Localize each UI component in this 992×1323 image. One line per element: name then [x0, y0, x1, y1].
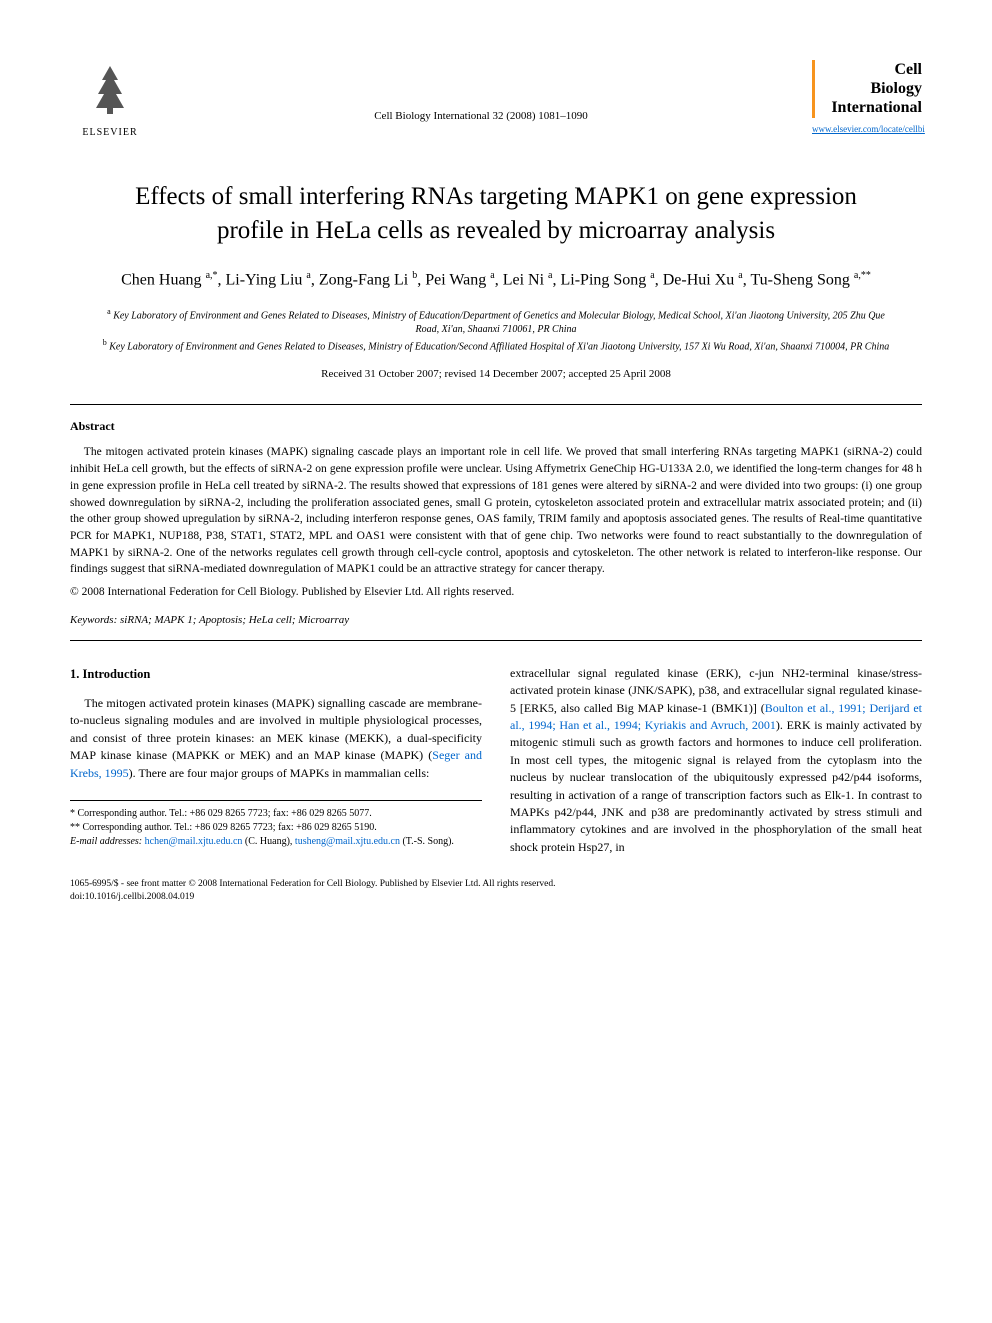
rule-bottom	[70, 640, 922, 641]
affiliation-a: a Key Laboratory of Environment and Gene…	[100, 306, 892, 337]
rule-top	[70, 404, 922, 405]
journal-logo-line: International	[821, 98, 922, 117]
keywords-text: siRNA; MAPK 1; Apoptosis; HeLa cell; Mic…	[120, 614, 349, 626]
abstract-heading: Abstract	[70, 419, 922, 434]
email-addresses: E-mail addresses: hchen@mail.xjtu.edu.cn…	[70, 835, 482, 849]
article-dates: Received 31 October 2007; revised 14 Dec…	[70, 368, 922, 380]
footnotes: * Corresponding author. Tel.: +86 029 82…	[70, 800, 482, 849]
journal-url-link[interactable]: www.elsevier.com/locate/cellbi	[812, 124, 922, 134]
body-columns: 1. Introduction The mitogen activated pr…	[70, 665, 922, 856]
column-right: extracellular signal regulated kinase (E…	[510, 665, 922, 856]
corresponding-author-1: * Corresponding author. Tel.: +86 029 82…	[70, 807, 482, 821]
page-header: ELSEVIER Cell Biology International 32 (…	[70, 60, 922, 150]
email-link-1[interactable]: hchen@mail.xjtu.edu.cn	[145, 836, 243, 847]
publisher-logo: ELSEVIER	[70, 60, 150, 150]
affiliation-b: b Key Laboratory of Environment and Gene…	[100, 337, 892, 354]
footer-copyright: 1065-6995/$ - see front matter © 2008 In…	[70, 878, 922, 891]
publisher-tree-icon	[82, 60, 138, 123]
page-footer: 1065-6995/$ - see front matter © 2008 In…	[70, 878, 922, 905]
corresponding-author-2: ** Corresponding author. Tel.: +86 029 8…	[70, 821, 482, 835]
journal-logo-line: Biology	[821, 79, 922, 98]
footer-doi: doi:10.1016/j.cellbi.2008.04.019	[70, 891, 922, 904]
keywords: Keywords: siRNA; MAPK 1; Apoptosis; HeLa…	[70, 614, 922, 626]
section-heading-intro: 1. Introduction	[70, 665, 482, 683]
column-left: 1. Introduction The mitogen activated pr…	[70, 665, 482, 856]
abstract-copyright: © 2008 International Federation for Cell…	[70, 586, 922, 598]
intro-para-1-left: The mitogen activated protein kinases (M…	[70, 695, 482, 782]
authors-list: Chen Huang a,*, Li-Ying Liu a, Zong-Fang…	[110, 268, 882, 292]
journal-reference: Cell Biology International 32 (2008) 108…	[150, 60, 812, 122]
journal-logo-line: Cell	[821, 60, 922, 79]
publisher-name: ELSEVIER	[82, 127, 137, 138]
intro-para-1-right: extracellular signal regulated kinase (E…	[510, 665, 922, 856]
journal-logo-box: Cell Biology International	[812, 60, 922, 118]
affiliations: a Key Laboratory of Environment and Gene…	[100, 306, 892, 355]
keywords-label: Keywords:	[70, 614, 117, 626]
article-title: Effects of small interfering RNAs target…	[110, 180, 882, 248]
journal-logo: Cell Biology International www.elsevier.…	[812, 60, 922, 134]
abstract-text: The mitogen activated protein kinases (M…	[70, 444, 922, 577]
email-link-2[interactable]: tusheng@mail.xjtu.edu.cn	[295, 836, 400, 847]
